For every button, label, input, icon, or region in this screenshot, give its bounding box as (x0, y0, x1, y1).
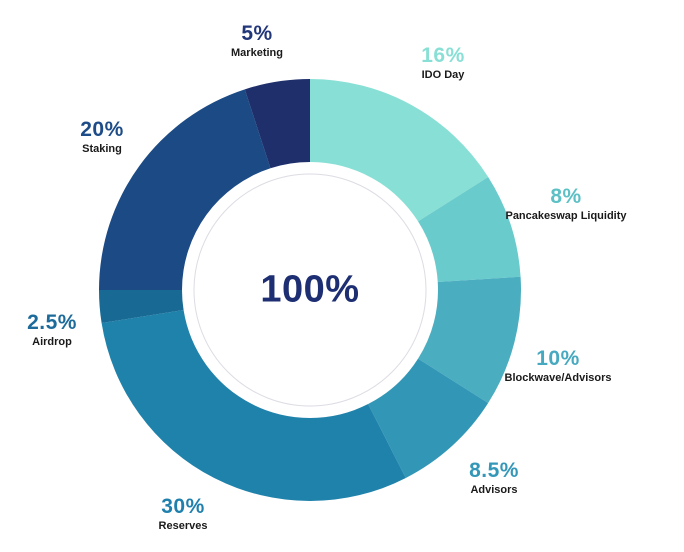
slice-marketing (244, 79, 310, 169)
slice-name: Marketing (231, 47, 283, 59)
slice-pancakeswap-liquidity (418, 176, 521, 282)
slice-ido-day (310, 79, 489, 222)
slice-name: Advisors (470, 484, 518, 496)
slice-label: 30% Reserves (159, 495, 208, 533)
slice-percent: 20% (80, 118, 124, 141)
slice-label: 16% IDO Day (421, 44, 465, 82)
slice-percent: 16% (421, 44, 465, 67)
slice-percent: 10% (536, 347, 580, 370)
slice-name: Pancakeswap Liquidity (505, 210, 627, 222)
slice-reserves (101, 310, 406, 502)
slice-name: Reserves (158, 520, 208, 532)
slice-name: Staking (82, 143, 122, 155)
slice-name: Blockwave/Advisors (504, 372, 612, 384)
slice-blockwave-advisors (418, 276, 521, 404)
slice-airdrop (99, 290, 184, 324)
donut-slices (99, 79, 521, 502)
slice-percent: 8.5% (469, 459, 519, 482)
slice-percent: 2.5% (27, 311, 77, 334)
slice-percent: 8% (550, 185, 582, 208)
slice-percent: 30% (161, 495, 205, 518)
slice-advisors (368, 358, 489, 479)
slice-label: 5% Marketing (231, 22, 283, 60)
slice-staking (99, 89, 271, 290)
center-total-label: 100% (260, 268, 360, 311)
slice-percent: 5% (241, 22, 273, 45)
slice-name: Airdrop (32, 336, 72, 348)
slice-label: 2.5% Airdrop (27, 311, 77, 349)
inner-ring (193, 173, 427, 407)
slice-label: 20% Staking (80, 118, 124, 156)
slice-name: IDO Day (421, 69, 465, 81)
slice-label: 8% Pancakeswap Liquidity (505, 185, 626, 223)
slice-label: 10% Blockwave/Advisors (505, 347, 612, 385)
slice-label: 8.5% Advisors (469, 459, 519, 497)
